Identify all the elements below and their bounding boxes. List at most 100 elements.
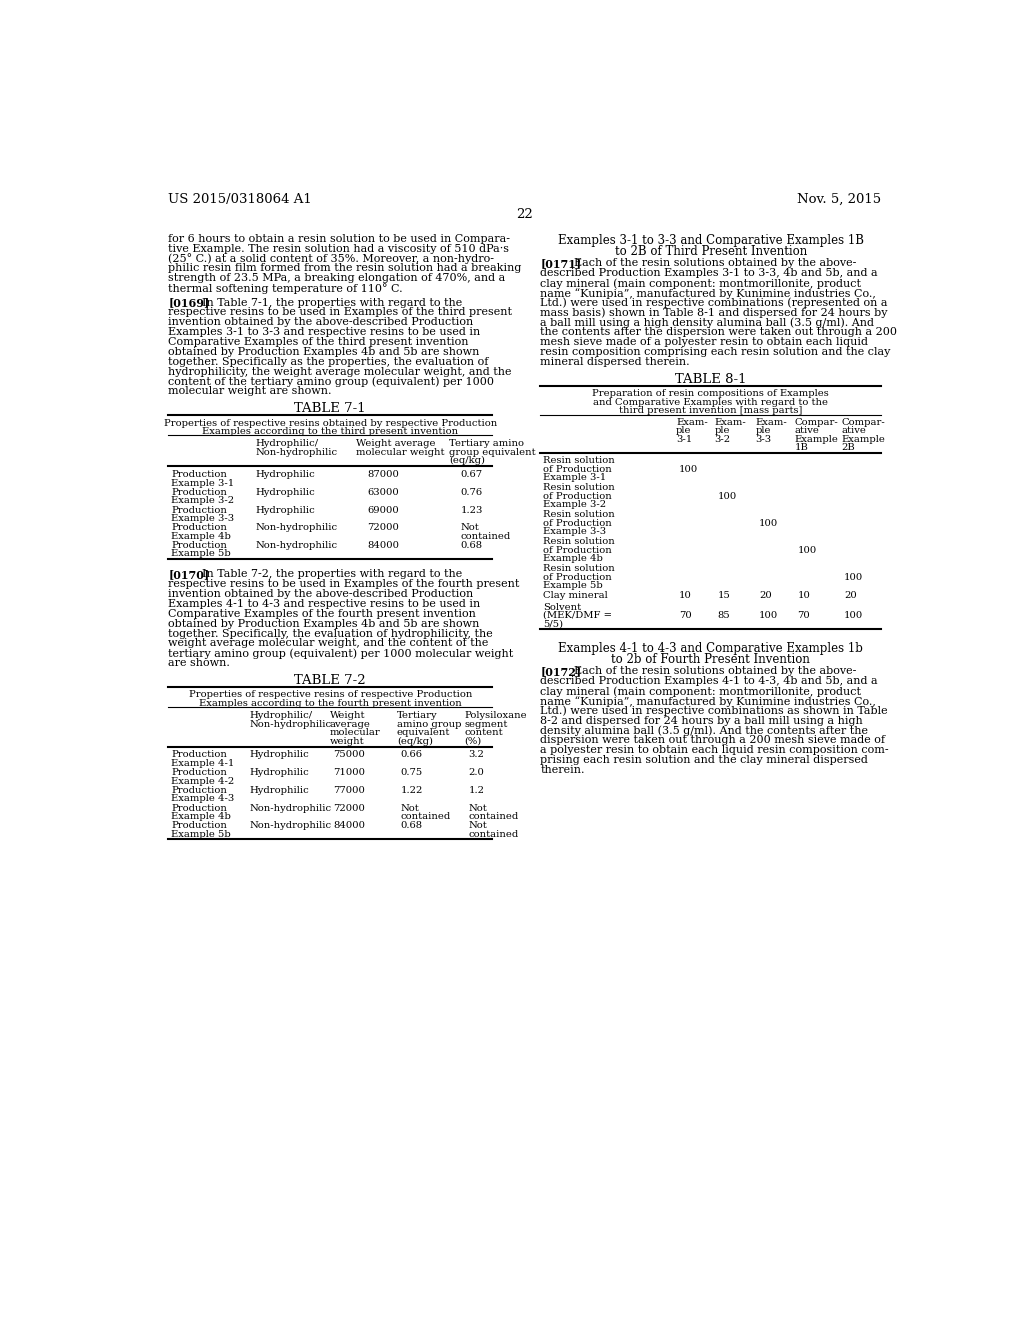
Text: content of the tertiary amino group (equivalent) per 1000: content of the tertiary amino group (equ…	[168, 376, 495, 387]
Text: 10: 10	[798, 591, 810, 601]
Text: 3-3: 3-3	[756, 434, 772, 444]
Text: Compar-: Compar-	[795, 417, 839, 426]
Text: Compar-: Compar-	[841, 417, 885, 426]
Text: US 2015/0318064 A1: US 2015/0318064 A1	[168, 193, 312, 206]
Text: Hydrophilic/: Hydrophilic/	[250, 711, 312, 721]
Text: and Comparative Examples with regard to the: and Comparative Examples with regard to …	[593, 397, 828, 407]
Text: third present invention [mass parts]: third present invention [mass parts]	[620, 407, 803, 416]
Text: [0169]: [0169]	[168, 297, 210, 309]
Text: 1.2: 1.2	[468, 785, 484, 795]
Text: equivalent: equivalent	[397, 729, 451, 737]
Text: 69000: 69000	[368, 506, 399, 515]
Text: 100: 100	[844, 611, 863, 620]
Text: density alumina ball (3.5 g/ml). And the contents after the: density alumina ball (3.5 g/ml). And the…	[541, 726, 868, 737]
Text: contained: contained	[468, 812, 518, 821]
Text: Example 3-3: Example 3-3	[544, 527, 606, 536]
Text: (%): (%)	[464, 737, 481, 746]
Text: Production: Production	[171, 750, 227, 759]
Text: ple: ple	[676, 426, 691, 436]
Text: 1B: 1B	[795, 444, 808, 453]
Text: a polyester resin to obtain each liquid resin composition com-: a polyester resin to obtain each liquid …	[541, 746, 889, 755]
Text: 8-2 and dispersed for 24 hours by a ball mill using a high: 8-2 and dispersed for 24 hours by a ball…	[541, 715, 863, 726]
Text: Properties of respective resins of respective Production: Properties of respective resins of respe…	[188, 690, 472, 700]
Text: 0.76: 0.76	[461, 488, 482, 496]
Text: name “Kunipia”, manufactured by Kunimine industries Co.,: name “Kunipia”, manufactured by Kunimine…	[541, 696, 877, 706]
Text: Production: Production	[171, 506, 227, 515]
Text: to 2B of Third Present Invention: to 2B of Third Present Invention	[614, 244, 807, 257]
Text: resin composition comprising each resin solution and the clay: resin composition comprising each resin …	[541, 347, 891, 358]
Text: are shown.: are shown.	[168, 659, 230, 668]
Text: 87000: 87000	[368, 470, 399, 479]
Text: Example 4-3: Example 4-3	[171, 795, 234, 804]
Text: Nov. 5, 2015: Nov. 5, 2015	[797, 193, 882, 206]
Text: 85: 85	[718, 611, 730, 620]
Text: molecular weight: molecular weight	[356, 447, 444, 457]
Text: Example 4-1: Example 4-1	[171, 759, 234, 768]
Text: 72000: 72000	[368, 523, 399, 532]
Text: TABLE 8-1: TABLE 8-1	[675, 374, 746, 385]
Text: 0.66: 0.66	[400, 750, 423, 759]
Text: 0.75: 0.75	[400, 768, 423, 777]
Text: mesh sieve made of a polyester resin to obtain each liquid: mesh sieve made of a polyester resin to …	[541, 338, 868, 347]
Text: respective resins to be used in Examples of the third present: respective resins to be used in Examples…	[168, 308, 512, 318]
Text: Example 4b: Example 4b	[544, 554, 603, 564]
Text: strength of 23.5 MPa, a breaking elongation of 470%, and a: strength of 23.5 MPa, a breaking elongat…	[168, 273, 506, 284]
Text: thermal softening temperature of 110° C.: thermal softening temperature of 110° C.	[168, 284, 402, 294]
Text: Non-hydrophilic: Non-hydrophilic	[250, 804, 332, 813]
Text: Resin solution: Resin solution	[544, 510, 615, 519]
Text: 3-2: 3-2	[715, 434, 731, 444]
Text: Example 3-2: Example 3-2	[171, 496, 234, 506]
Text: Hydrophilic: Hydrophilic	[255, 488, 314, 496]
Text: Each of the resin solutions obtained by the above-: Each of the resin solutions obtained by …	[574, 259, 857, 268]
Text: Tertiary: Tertiary	[397, 711, 437, 721]
Text: Non-hydrophilic: Non-hydrophilic	[255, 523, 337, 532]
Text: therein.: therein.	[541, 766, 585, 775]
Text: Exam-: Exam-	[676, 417, 708, 426]
Text: molecular weight are shown.: molecular weight are shown.	[168, 387, 332, 396]
Text: hydrophilicity, the weight average molecular weight, and the: hydrophilicity, the weight average molec…	[168, 367, 512, 376]
Text: Example 3-2: Example 3-2	[544, 500, 606, 510]
Text: Example 5b: Example 5b	[544, 581, 603, 590]
Text: Example 4-2: Example 4-2	[171, 776, 234, 785]
Text: 0.68: 0.68	[400, 821, 423, 830]
Text: of Production: of Production	[544, 573, 612, 582]
Text: clay mineral (main component: montmorillonite, product: clay mineral (main component: montmorill…	[541, 686, 861, 697]
Text: 63000: 63000	[368, 488, 399, 496]
Text: group equivalent: group equivalent	[449, 447, 536, 457]
Text: Not: Not	[400, 804, 420, 813]
Text: Exam-: Exam-	[715, 417, 746, 426]
Text: 20: 20	[759, 591, 772, 601]
Text: Examples according to the fourth present invention: Examples according to the fourth present…	[199, 698, 462, 708]
Text: described Production Examples 4-1 to 4-3, 4b and 5b, and a: described Production Examples 4-1 to 4-3…	[541, 676, 878, 686]
Text: Production: Production	[171, 488, 227, 496]
Text: ative: ative	[841, 426, 866, 436]
Text: weight: weight	[330, 737, 365, 746]
Text: 77000: 77000	[334, 785, 366, 795]
Text: Examples according to the third present invention: Examples according to the third present …	[202, 426, 459, 436]
Text: Weight average: Weight average	[356, 440, 435, 449]
Text: mass basis) shown in Table 8-1 and dispersed for 24 hours by: mass basis) shown in Table 8-1 and dispe…	[541, 308, 888, 318]
Text: [0172]: [0172]	[541, 667, 582, 677]
Text: 3.2: 3.2	[468, 750, 484, 759]
Text: In Table 7-1, the properties with regard to the: In Table 7-1, the properties with regard…	[203, 297, 463, 308]
Text: tertiary amino group (equivalent) per 1000 molecular weight: tertiary amino group (equivalent) per 10…	[168, 648, 514, 659]
Text: 3-1: 3-1	[676, 434, 692, 444]
Text: Not: Not	[461, 523, 479, 532]
Text: prising each resin solution and the clay mineral dispersed: prising each resin solution and the clay…	[541, 755, 868, 766]
Text: 100: 100	[798, 545, 817, 554]
Text: obtained by Production Examples 4b and 5b are shown: obtained by Production Examples 4b and 5…	[168, 619, 479, 628]
Text: Clay mineral: Clay mineral	[544, 591, 608, 601]
Text: Comparative Examples of the third present invention: Comparative Examples of the third presen…	[168, 337, 469, 347]
Text: 1.23: 1.23	[461, 506, 483, 515]
Text: molecular: molecular	[330, 729, 380, 737]
Text: ative: ative	[795, 426, 819, 436]
Text: weight average molecular weight, and the content of the: weight average molecular weight, and the…	[168, 639, 488, 648]
Text: Resin solution: Resin solution	[544, 537, 615, 546]
Text: 100: 100	[759, 611, 778, 620]
Text: Example 3-3: Example 3-3	[171, 513, 234, 523]
Text: Exam-: Exam-	[756, 417, 787, 426]
Text: Each of the resin solutions obtained by the above-: Each of the resin solutions obtained by …	[574, 667, 857, 676]
Text: 84000: 84000	[368, 541, 399, 550]
Text: Examples 3-1 to 3-3 and Comparative Examples 1B: Examples 3-1 to 3-3 and Comparative Exam…	[558, 234, 864, 247]
Text: 10: 10	[679, 591, 692, 601]
